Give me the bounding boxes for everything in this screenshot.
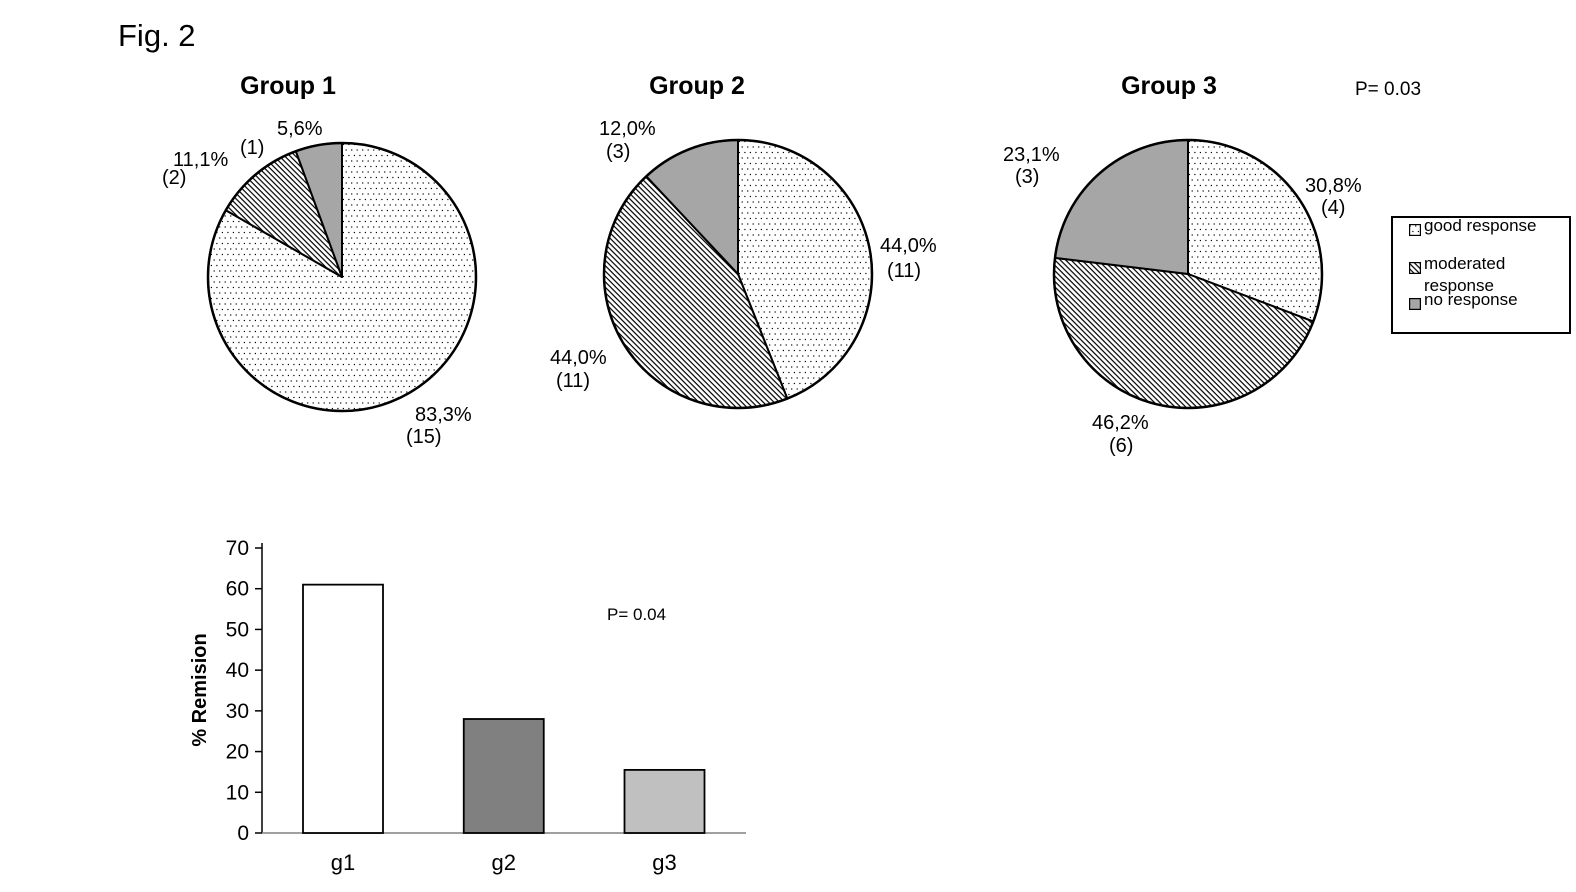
bar-g1 xyxy=(302,583,384,834)
y-tick-label: 60 xyxy=(226,578,249,601)
pie3-outline xyxy=(1052,138,1324,410)
legend-label-moderated-response: moderated response xyxy=(1424,254,1506,295)
pie3-no-response-pct: 23,1% xyxy=(1003,144,1060,166)
legend-box: good response moderated response no resp… xyxy=(1391,216,1571,334)
pie2-no-response-pct: 12,0% xyxy=(599,118,656,140)
legend-label-good-response: good response xyxy=(1424,216,1537,235)
pie-chart-group2 xyxy=(602,138,874,410)
y-tick-label: 50 xyxy=(226,618,249,641)
y-tick-label: 30 xyxy=(226,700,249,723)
pie2-moderated-count: (11) xyxy=(556,370,591,392)
pie1-good-count: (15) xyxy=(406,426,442,448)
pie3-moderated-count: (6) xyxy=(1109,435,1134,457)
legend-label-no-response: no response xyxy=(1424,290,1518,309)
y-tick-label: 10 xyxy=(226,781,249,804)
pie3-slice-no-response xyxy=(1053,139,1189,275)
pie1-moderated-count: (2) xyxy=(162,167,187,189)
pies-p-value: P= 0.03 xyxy=(1355,79,1422,100)
pie-chart-group1 xyxy=(206,141,478,413)
pie3-no-response-count: (3) xyxy=(1015,166,1040,188)
x-label-g3: g3 xyxy=(652,850,676,875)
moderated-response-swatch-icon xyxy=(1409,262,1421,274)
x-label-g2: g2 xyxy=(492,850,516,875)
pie2-outline xyxy=(602,138,874,410)
pie1-no-response-count: (1) xyxy=(240,137,265,159)
pie1-good-pct: 83,3% xyxy=(415,404,472,426)
pie1-moderated-pct: 11,1% xyxy=(173,149,229,171)
no-response-swatch-icon xyxy=(1409,298,1421,310)
bar-chart-remission: 0 10 20 30 40 50 60 70 g1 g2 g3 % Remision xyxy=(189,537,746,875)
bar-g2 xyxy=(462,718,545,834)
y-axis-title: % Remision xyxy=(189,633,211,746)
pie-chart-group3 xyxy=(1052,138,1324,410)
bar-g3 xyxy=(623,768,706,834)
pie2-title: Group 2 xyxy=(649,72,745,100)
y-tick-label: 40 xyxy=(226,659,249,682)
pie3-good-count: (4) xyxy=(1321,197,1346,219)
pie3-title: Group 3 xyxy=(1121,72,1217,100)
bar-chart-p-value: P= 0.04 xyxy=(607,605,667,624)
good-response-swatch-icon xyxy=(1409,224,1421,236)
pie2-moderated-pct: 44,0% xyxy=(550,347,607,369)
pie2-no-response-count: (3) xyxy=(606,141,631,163)
y-tick-label: 20 xyxy=(226,741,249,764)
figure-label: Fig. 2 xyxy=(118,18,196,53)
pie2-good-pct: 44,0% xyxy=(880,235,937,257)
y-tick-label: 0 xyxy=(237,822,249,845)
pie2-good-count: (11) xyxy=(887,260,922,282)
pie3-good-pct: 30,8% xyxy=(1305,175,1362,197)
y-tick-label: 70 xyxy=(226,537,249,560)
pie1-no-response-pct: 5,6% xyxy=(277,118,323,140)
pie3-moderated-pct: 46,2% xyxy=(1092,412,1149,434)
x-label-g1: g1 xyxy=(331,850,355,875)
pie1-title: Group 1 xyxy=(240,72,336,100)
pie1-outline xyxy=(206,141,478,413)
